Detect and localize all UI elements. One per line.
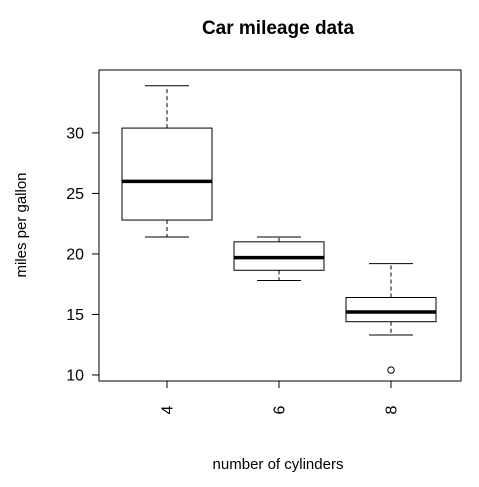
y-axis-ticks: 10 15 20 25 30 bbox=[66, 125, 99, 384]
y-tick-label: 20 bbox=[66, 246, 84, 263]
outlier-point bbox=[387, 366, 395, 374]
box-4 bbox=[121, 85, 213, 238]
plot-frame bbox=[98, 69, 462, 382]
y-tick-label: 30 bbox=[66, 125, 84, 142]
y-tick-label: 10 bbox=[66, 367, 84, 384]
x-axis-ticks: 4 6 8 bbox=[160, 381, 401, 414]
chart-title: Car mileage data bbox=[202, 18, 354, 39]
x-tick-label: 4 bbox=[160, 405, 177, 414]
iqr-box bbox=[121, 127, 213, 221]
y-tick-label: 25 bbox=[66, 186, 84, 203]
box-series bbox=[121, 85, 437, 374]
y-tick-label: 15 bbox=[66, 307, 84, 324]
x-axis-label: number of cylinders bbox=[213, 456, 344, 473]
box-8 bbox=[345, 263, 437, 374]
x-tick-label: 6 bbox=[272, 405, 289, 414]
iqr-box bbox=[345, 297, 437, 323]
x-tick-label: 8 bbox=[384, 405, 401, 414]
box-6 bbox=[233, 236, 325, 282]
y-axis-label: miles per gallon bbox=[13, 172, 30, 277]
